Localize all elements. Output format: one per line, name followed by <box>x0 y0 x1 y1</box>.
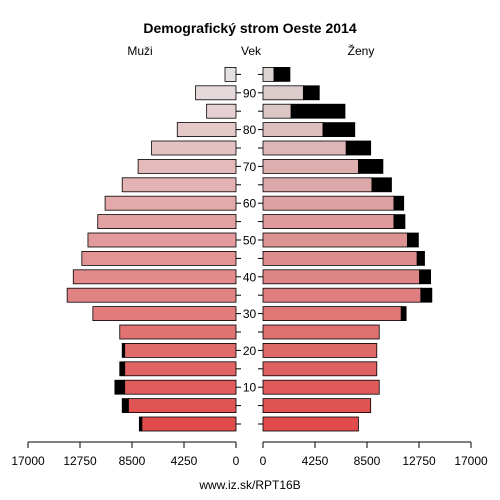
female-excess-bar <box>400 306 407 322</box>
age-axis-label: Vek <box>241 44 262 58</box>
source-footer: www.iz.sk/RPT16B <box>198 478 300 492</box>
male-bar <box>119 324 237 340</box>
female-label: Ženy <box>348 43 375 58</box>
female-bar <box>262 361 378 377</box>
age-tick-label: 70 <box>243 160 257 174</box>
female-excess-bar <box>273 67 291 82</box>
male-bar <box>127 398 237 414</box>
female-excess-bar <box>419 269 432 285</box>
bars-layer <box>66 67 433 432</box>
age-tick-label: 30 <box>243 307 257 321</box>
female-bar <box>262 158 359 174</box>
female-bar <box>262 342 378 358</box>
female-bar <box>262 140 347 156</box>
male-bar <box>121 177 237 193</box>
female-bar <box>262 416 359 432</box>
male-bar <box>87 232 237 248</box>
male-excess-bar <box>121 398 129 414</box>
age-tick-label: 20 <box>243 344 257 358</box>
male-x-tick-label: 0 <box>233 454 240 468</box>
male-x-tick-label: 17000 <box>11 454 45 468</box>
female-bar <box>262 122 324 137</box>
age-tick-label: 10 <box>243 381 257 395</box>
male-bar <box>72 269 237 285</box>
age-tick-label: 80 <box>243 123 257 137</box>
male-bar <box>176 122 237 137</box>
female-excess-bar <box>290 103 346 119</box>
female-excess-bar <box>322 122 356 137</box>
female-bar <box>262 379 380 395</box>
female-x-tick-label: 12750 <box>402 454 436 468</box>
male-bar <box>151 140 237 156</box>
female-bar <box>262 269 421 285</box>
female-excess-bar <box>420 287 433 303</box>
male-label: Muži <box>127 44 152 58</box>
axes-layer: 10 20 30 40 50 60 70 80 90 17000 12750 8500 4250 0 0 42… <box>11 73 488 468</box>
female-x-tick-label: 17000 <box>454 454 488 468</box>
female-x-tick-label: 0 <box>260 454 267 468</box>
male-x-tick-label: 8500 <box>119 454 146 468</box>
female-excess-bar <box>358 158 384 174</box>
male-bar <box>81 250 237 266</box>
male-excess-bar <box>114 379 126 395</box>
female-excess-bar <box>345 140 372 156</box>
male-bar <box>104 195 237 211</box>
female-bar <box>262 85 304 101</box>
male-bar <box>141 416 237 432</box>
female-bar <box>262 214 395 230</box>
female-bar <box>262 287 422 303</box>
male-bar <box>137 158 237 174</box>
female-bar <box>262 195 395 211</box>
male-bar <box>224 67 237 82</box>
male-x-tick-label: 4250 <box>171 454 198 468</box>
male-bar <box>206 103 237 119</box>
male-bar <box>124 379 237 395</box>
age-tick-label: 60 <box>243 197 257 211</box>
male-excess-bar <box>121 342 126 358</box>
male-bar <box>66 287 237 303</box>
male-x-tick-label: 12750 <box>63 454 97 468</box>
female-bar <box>262 177 373 193</box>
female-excess-bar <box>393 214 406 230</box>
male-bar <box>92 306 237 322</box>
female-x-tick-label: 8500 <box>354 454 381 468</box>
chart-title: Demografický strom Oeste 2014 <box>143 20 356 36</box>
male-bar <box>124 342 237 358</box>
male-bar <box>124 361 237 377</box>
female-bar <box>262 398 372 414</box>
female-excess-bar <box>302 85 320 101</box>
female-bar <box>262 67 275 82</box>
female-excess-bar <box>416 250 425 266</box>
female-bar <box>262 250 418 266</box>
female-bar <box>262 232 408 248</box>
age-tick-label: 40 <box>243 270 257 284</box>
female-bar <box>262 103 292 119</box>
female-bar <box>262 324 380 340</box>
female-excess-bar <box>393 195 405 211</box>
male-excess-bar <box>138 416 143 432</box>
female-excess-bar <box>371 177 392 193</box>
male-bar <box>97 214 237 230</box>
female-bar <box>262 306 402 322</box>
female-excess-bar <box>406 232 419 248</box>
male-excess-bar <box>119 361 126 377</box>
age-tick-label: 90 <box>243 86 257 100</box>
female-x-tick-label: 4250 <box>302 454 329 468</box>
age-tick-label: 50 <box>243 234 257 248</box>
male-bar <box>195 85 237 101</box>
